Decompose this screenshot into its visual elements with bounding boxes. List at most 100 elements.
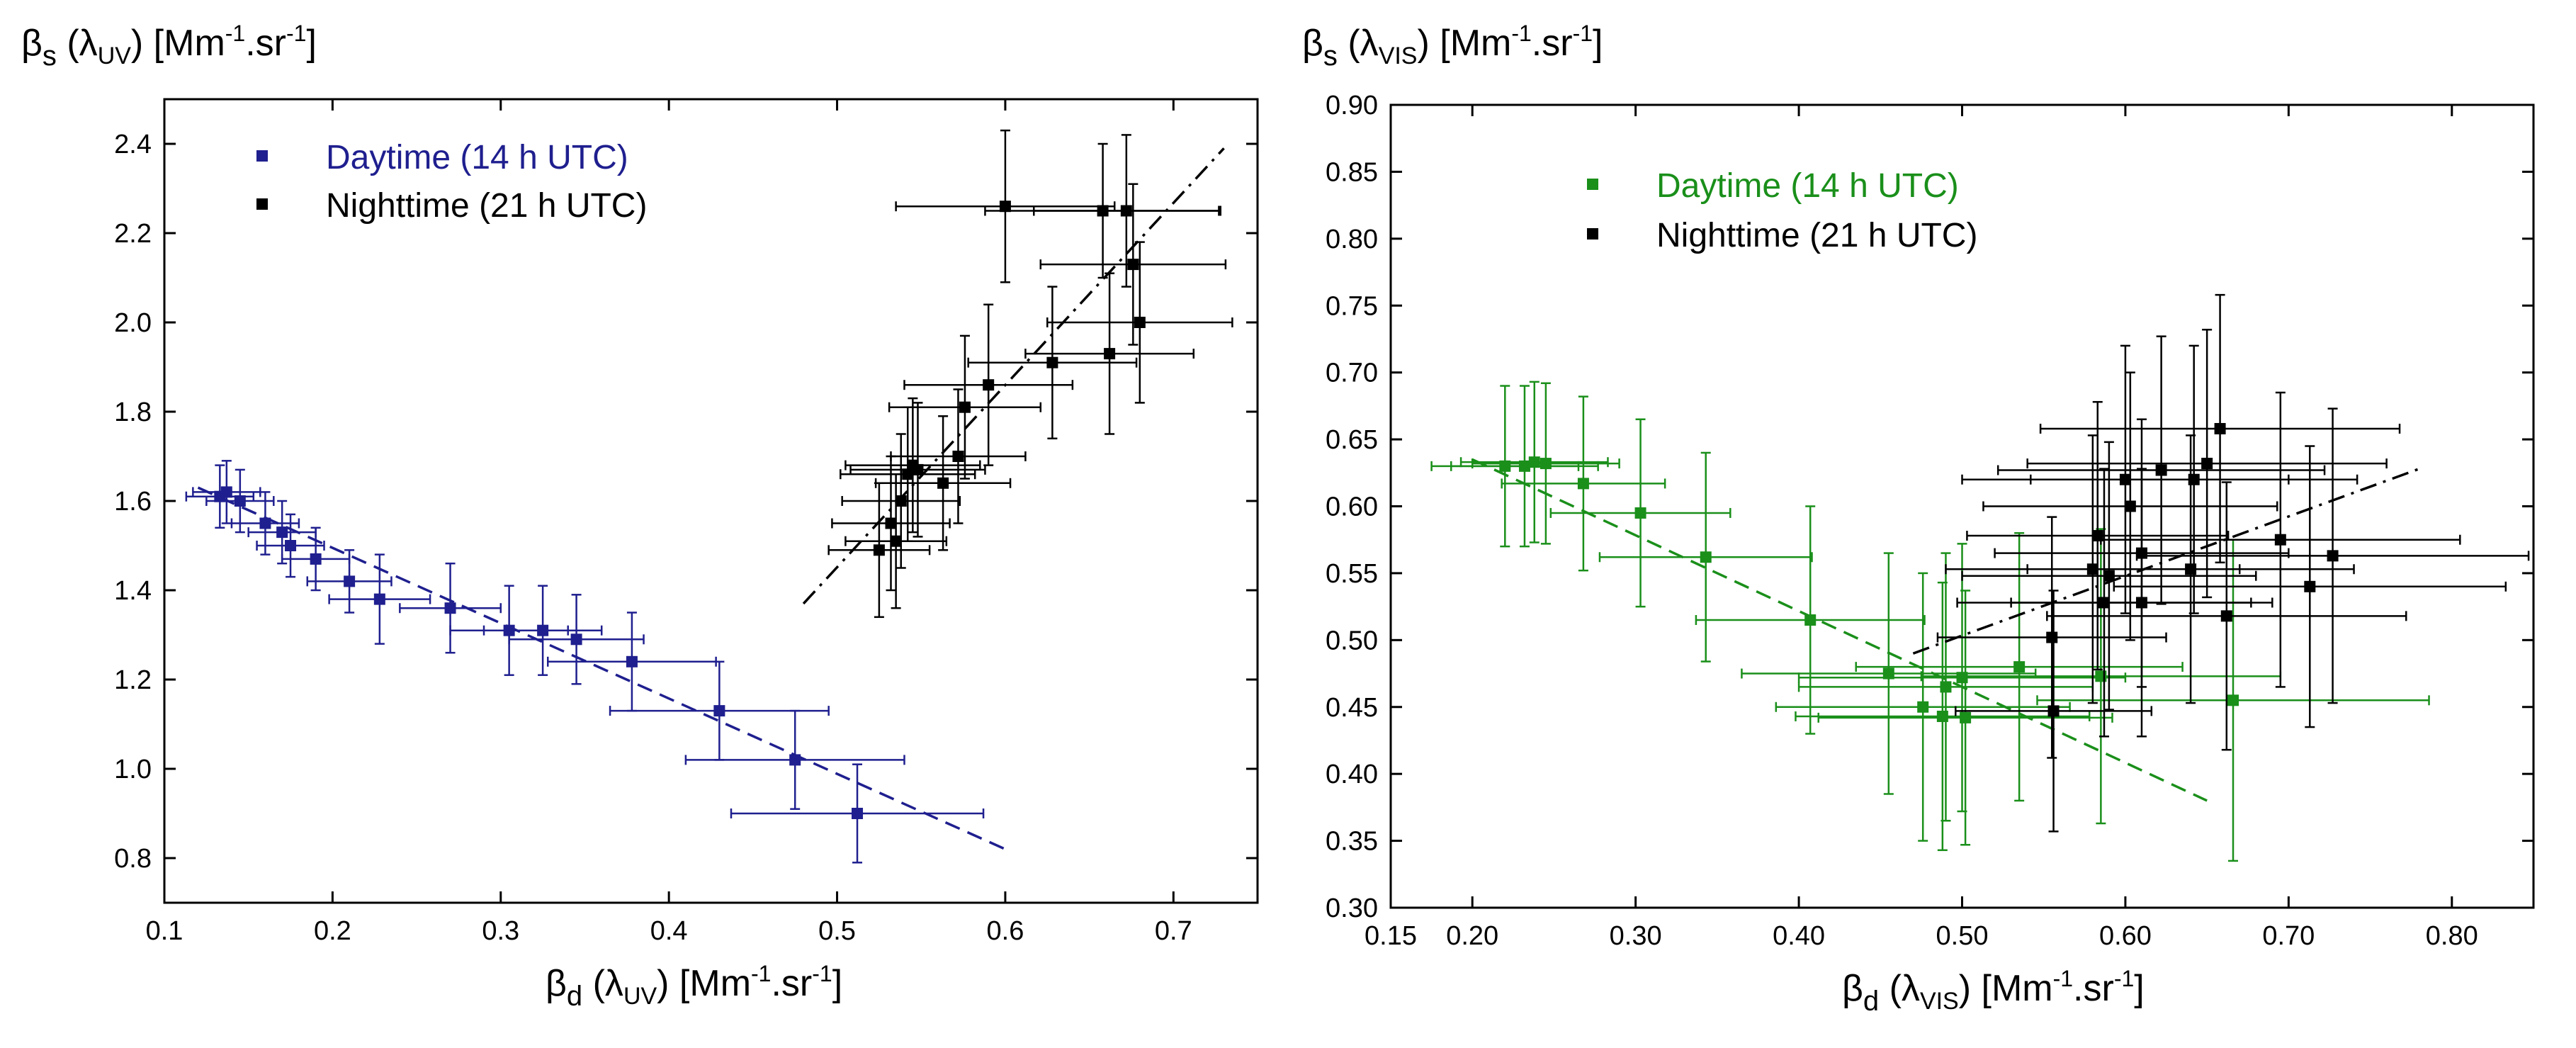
chart-panel-vis: 0.15 0.20 0.30 0.40 0.50 0.60 0.70 0.80 0.30 0.35… bbox=[1302, 21, 2535, 1017]
y-tick-label: 2.0 bbox=[114, 308, 152, 338]
data-point bbox=[1700, 551, 1712, 563]
data-point bbox=[952, 451, 964, 462]
data-point bbox=[285, 540, 297, 551]
y-tick-label: 0.70 bbox=[1326, 359, 1378, 388]
data-point bbox=[570, 633, 582, 646]
data-point bbox=[912, 463, 924, 475]
legend-marker bbox=[1587, 179, 1598, 190]
data-point bbox=[1134, 317, 1146, 328]
x-tick-label: 0.7 bbox=[1155, 916, 1192, 946]
data-point bbox=[259, 517, 271, 529]
legend-label: Daytime (14 h UTC) bbox=[326, 139, 628, 176]
fit-line bbox=[1912, 467, 2420, 655]
data-point bbox=[1120, 205, 1132, 217]
data-point bbox=[2046, 631, 2058, 643]
x-tick-label: 0.3 bbox=[482, 916, 519, 946]
x-tick-label: 0.15 bbox=[1365, 921, 1417, 951]
data-point bbox=[2155, 464, 2167, 476]
data-point bbox=[1046, 356, 1058, 368]
y-tick-label: 0.45 bbox=[1326, 693, 1378, 723]
fit-line bbox=[197, 486, 1006, 850]
y-tick-label: 1.0 bbox=[114, 755, 152, 784]
x-tick-label: 0.70 bbox=[2262, 921, 2315, 951]
data-point bbox=[1127, 259, 1139, 271]
data-point bbox=[1917, 701, 1929, 713]
legend-marker bbox=[256, 150, 268, 162]
data-point bbox=[2214, 422, 2226, 434]
x-tick-label: 0.50 bbox=[1936, 921, 1989, 951]
legend-label: Daytime (14 h UTC) bbox=[1656, 167, 1959, 205]
data-point bbox=[1540, 458, 1552, 470]
data-point bbox=[1634, 507, 1646, 519]
data-point bbox=[2135, 597, 2147, 609]
y-tick-label: 0.35 bbox=[1326, 827, 1378, 857]
y-tick-label: 0.65 bbox=[1326, 425, 1378, 455]
data-point bbox=[2274, 534, 2286, 546]
legend-marker bbox=[256, 198, 268, 210]
data-point bbox=[2047, 705, 2060, 717]
data-point bbox=[626, 655, 638, 667]
x-tick-label: 0.80 bbox=[2426, 921, 2478, 951]
y-axis-label: βs (λUV) [Mm-1.sr-1] bbox=[21, 21, 317, 72]
data-point bbox=[852, 808, 864, 819]
y-tick-label: 0.85 bbox=[1326, 157, 1378, 187]
data-point bbox=[220, 486, 232, 498]
data-point bbox=[1528, 456, 1540, 468]
data-point bbox=[983, 379, 995, 391]
series-daytime bbox=[1430, 381, 2430, 862]
y-tick-label: 1.8 bbox=[114, 398, 152, 427]
data-point bbox=[902, 468, 914, 480]
y-tick-label: 0.40 bbox=[1326, 760, 1378, 789]
y-axis-label: βs (λVIS) [Mm-1.sr-1] bbox=[1302, 21, 1603, 72]
y-tick-label: 2.4 bbox=[114, 130, 152, 159]
data-point bbox=[2124, 500, 2136, 512]
data-point bbox=[2188, 473, 2200, 485]
data-point bbox=[234, 495, 246, 507]
x-axis-label: βd (λVIS) [Mm-1.sr-1] bbox=[1842, 966, 2145, 1017]
series-nighttime bbox=[802, 129, 1233, 619]
data-point bbox=[1940, 681, 1952, 693]
y-tick-label: 2.2 bbox=[114, 219, 152, 249]
data-point bbox=[937, 477, 949, 489]
y-tick-label: 0.80 bbox=[1326, 225, 1378, 254]
x-axis-label: βd (λUV) [Mm-1.sr-1] bbox=[546, 961, 842, 1012]
chart-panel-uv: 0.1 0.2 0.3 0.4 0.5 0.6 0.7 0.8 1.0 1.2 1.4 1.6 1.8 2… bbox=[21, 21, 1259, 1012]
y-tick-label: 0.75 bbox=[1326, 291, 1378, 321]
y-tick-label: 0.60 bbox=[1326, 492, 1378, 522]
data-point bbox=[2304, 580, 2316, 592]
legend-label: Nighttime (21 h UTC) bbox=[326, 187, 647, 225]
x-tick-label: 0.20 bbox=[1446, 921, 1498, 951]
data-point bbox=[2220, 610, 2232, 622]
y-tick-label: 0.90 bbox=[1326, 91, 1378, 120]
y-tick-label: 0.8 bbox=[114, 844, 152, 874]
data-point bbox=[373, 593, 385, 605]
data-point bbox=[1960, 711, 1972, 723]
data-point bbox=[789, 754, 801, 766]
legend-label: Nighttime (21 h UTC) bbox=[1656, 217, 1977, 254]
legend-marker bbox=[1587, 228, 1598, 240]
data-point bbox=[713, 705, 725, 717]
y-tick-label: 0.30 bbox=[1326, 894, 1378, 923]
x-tick-label: 0.4 bbox=[650, 916, 688, 946]
data-point bbox=[890, 535, 902, 547]
y-tick-label: 1.2 bbox=[114, 665, 152, 695]
x-tick-label: 0.30 bbox=[1610, 921, 1662, 951]
x-tick-label: 0.60 bbox=[2099, 921, 2152, 951]
data-point bbox=[1104, 348, 1116, 360]
data-point bbox=[959, 401, 971, 413]
x-tick-label: 0.1 bbox=[146, 916, 183, 946]
x-tick-label: 0.6 bbox=[987, 916, 1024, 946]
fit-line bbox=[1471, 458, 2208, 802]
y-tick-label: 1.4 bbox=[114, 576, 152, 606]
data-point bbox=[276, 526, 288, 539]
data-point bbox=[537, 624, 549, 636]
data-point bbox=[1577, 478, 1589, 490]
series-nighttime bbox=[1912, 293, 2530, 833]
data-point bbox=[895, 495, 907, 507]
x-tick-label: 0.5 bbox=[818, 916, 856, 946]
data-point bbox=[999, 201, 1011, 213]
y-tick-label: 1.6 bbox=[114, 487, 152, 517]
data-point bbox=[2201, 458, 2213, 470]
data-point bbox=[2013, 661, 2026, 673]
series-daytime bbox=[185, 460, 1006, 864]
